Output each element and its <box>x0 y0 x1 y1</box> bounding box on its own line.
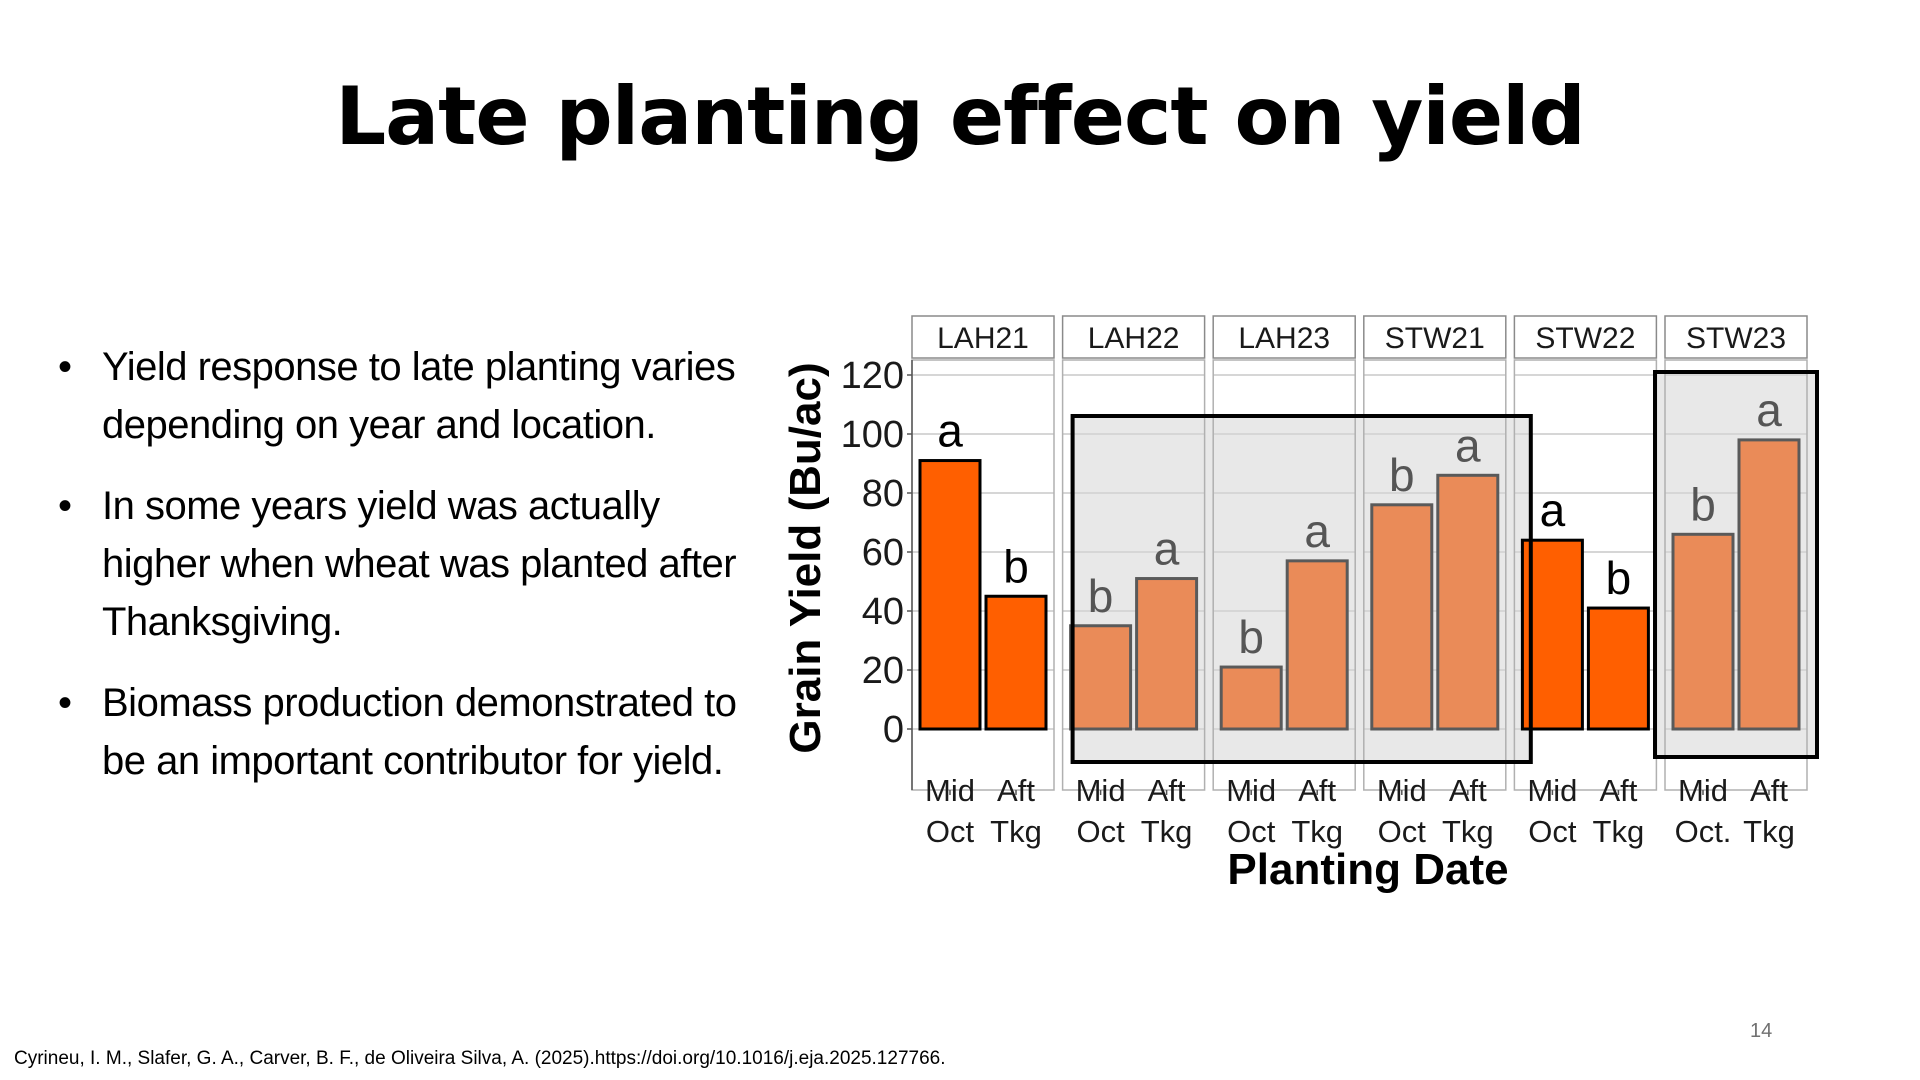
y-axis-title: Grain Yield (Bu/ac) <box>781 362 830 753</box>
significance-letter: a <box>937 405 963 457</box>
x-tick-label: Oct <box>1378 814 1427 849</box>
x-tick-label: Mid <box>1678 773 1728 808</box>
facet-panel <box>1212 359 1356 791</box>
bullet-list: • Yield response to late planting varies … <box>54 338 754 813</box>
bullet-text: Yield response to late planting varies d… <box>102 345 736 447</box>
highlight-frame <box>1653 370 1819 759</box>
bar <box>984 594 1048 731</box>
x-tick-label: Tkg <box>990 814 1042 849</box>
facet-panel <box>1061 359 1206 791</box>
facet-panel <box>1664 359 1808 791</box>
y-tick-label: 20 <box>862 650 904 692</box>
highlight-frame <box>1070 414 1533 764</box>
facet-strip <box>1513 315 1658 359</box>
x-tick-label: Oct <box>1528 814 1577 849</box>
x-tick-label: Aft <box>1449 773 1487 808</box>
x-tick-label: Aft <box>997 773 1035 808</box>
facet-label: STW23 <box>1686 322 1786 355</box>
x-tick-label: Oct <box>1076 814 1125 849</box>
x-tick-label: Mid <box>1226 773 1276 808</box>
bullet-item: • Biomass production demonstrated to be a… <box>54 674 754 790</box>
y-tick-label: 120 <box>841 355 904 397</box>
y-tick-label: 100 <box>841 414 904 456</box>
y-tick-label: 40 <box>862 591 904 633</box>
bar <box>1370 503 1434 731</box>
bar <box>1069 624 1133 731</box>
facet-label: STW22 <box>1535 322 1635 355</box>
facet-label: LAH23 <box>1238 322 1330 355</box>
x-tick-label: Tkg <box>1141 814 1193 849</box>
x-tick-label: Aft <box>1148 773 1186 808</box>
facet-label: STW21 <box>1385 322 1485 355</box>
x-tick-label: Mid <box>925 773 975 808</box>
x-tick-label: Tkg <box>1291 814 1343 849</box>
significance-letter: a <box>1540 484 1566 536</box>
significance-letter: a <box>1455 419 1481 471</box>
y-tick-label: 80 <box>862 473 904 515</box>
x-tick-label: Aft <box>1298 773 1336 808</box>
significance-letter: a <box>1154 523 1180 575</box>
x-tick-label: Tkg <box>1743 814 1795 849</box>
x-tick-label: Mid <box>1076 773 1126 808</box>
x-tick-label: Oct. <box>1675 814 1732 849</box>
facet-panel <box>1363 359 1507 791</box>
x-axis-title: Planting Date <box>1227 845 1508 894</box>
x-tick-label: Aft <box>1599 773 1637 808</box>
bullet-icon: • <box>58 345 72 389</box>
facet-strip <box>1664 315 1808 359</box>
x-tick-label: Mid <box>1377 773 1427 808</box>
bullet-text: In some years yield was actually higher … <box>102 484 737 644</box>
x-tick-label: Mid <box>1527 773 1577 808</box>
facet-label: LAH21 <box>937 322 1029 355</box>
significance-letter: a <box>1756 384 1782 436</box>
x-tick-label: Oct <box>926 814 975 849</box>
x-tick-label: Tkg <box>1442 814 1494 849</box>
page-number: 14 <box>1750 1020 1773 1042</box>
x-tick-label: Tkg <box>1593 814 1645 849</box>
bullet-icon: • <box>58 681 72 725</box>
significance-letter: b <box>1389 449 1415 501</box>
significance-letter: b <box>1606 552 1632 604</box>
significance-letter: b <box>1238 611 1264 663</box>
facet-strip <box>911 315 1055 359</box>
bullet-text: Biomass production demonstrated to be an… <box>102 681 737 783</box>
bar <box>1219 665 1283 731</box>
bar <box>918 459 982 731</box>
bar <box>1586 606 1650 731</box>
facet-strip <box>1363 315 1507 359</box>
facet-label: LAH22 <box>1088 322 1180 355</box>
significance-letter: b <box>1003 540 1029 592</box>
bar <box>1436 473 1500 731</box>
significance-letter: a <box>1304 505 1330 557</box>
facet-strip <box>1212 315 1356 359</box>
bullet-item: • In some years yield was actually higher… <box>54 477 754 651</box>
bar <box>1285 559 1349 731</box>
x-tick-label: Oct <box>1227 814 1276 849</box>
x-tick-label: Aft <box>1750 773 1788 808</box>
facet-strip <box>1061 315 1206 359</box>
bar <box>1737 438 1801 731</box>
y-tick-label: 60 <box>862 532 904 574</box>
bar <box>1671 532 1735 731</box>
bullet-item: • Yield response to late planting varies … <box>54 338 754 454</box>
bar <box>1135 577 1199 731</box>
y-tick-label: 0 <box>883 709 904 751</box>
citation: Cyrineu, I. M., Slafer, G. A., Carver, B… <box>14 1048 946 1069</box>
bullet-icon: • <box>58 484 72 528</box>
significance-letter: b <box>1690 478 1716 530</box>
significance-letter: b <box>1088 570 1114 622</box>
slide-title: Late planting effect on yield <box>335 70 1586 163</box>
